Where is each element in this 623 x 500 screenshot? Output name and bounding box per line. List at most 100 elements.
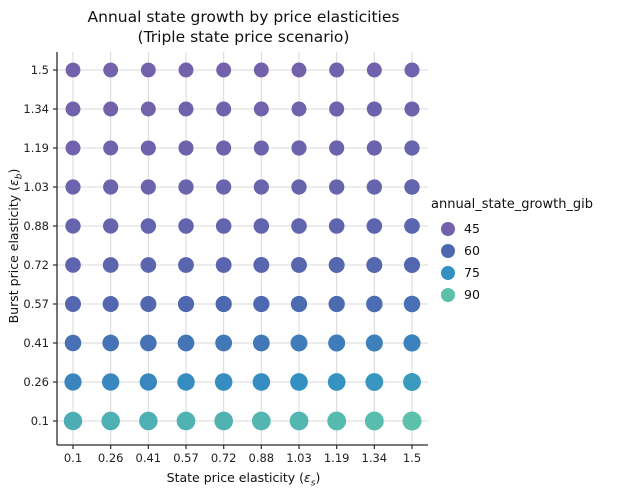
x-axis-title-text: State price elasticity ( bbox=[166, 470, 304, 485]
data-point bbox=[178, 62, 194, 78]
data-point bbox=[140, 179, 156, 195]
legend-items: 45 60 75 90 bbox=[431, 221, 621, 302]
data-point bbox=[178, 218, 194, 234]
data-point bbox=[291, 218, 307, 234]
legend-dot-icon bbox=[441, 243, 455, 258]
data-point bbox=[404, 140, 420, 156]
data-point bbox=[214, 411, 233, 431]
data-point bbox=[103, 62, 119, 78]
data-point bbox=[328, 179, 345, 195]
data-point bbox=[176, 411, 196, 431]
x-tick-label: 0.72 bbox=[211, 451, 237, 465]
data-point bbox=[328, 334, 346, 352]
data-point bbox=[140, 101, 156, 117]
y-tick-label: 0.88 bbox=[23, 219, 49, 233]
data-point bbox=[328, 295, 345, 313]
data-point bbox=[215, 257, 232, 273]
data-point bbox=[327, 411, 347, 431]
data-point bbox=[366, 101, 382, 117]
data-point bbox=[329, 140, 345, 156]
y-tick-label: 1.03 bbox=[23, 180, 49, 194]
data-point bbox=[252, 334, 270, 352]
data-point bbox=[364, 411, 384, 431]
chart-title-line1: Annual state growth by price elasticitie… bbox=[87, 8, 400, 26]
data-point bbox=[140, 295, 157, 313]
data-point bbox=[216, 62, 232, 78]
data-point bbox=[365, 373, 384, 391]
data-point bbox=[403, 295, 421, 313]
legend-item: 60 bbox=[441, 243, 621, 258]
data-point bbox=[140, 140, 156, 156]
data-point bbox=[177, 334, 195, 352]
data-point bbox=[366, 62, 382, 78]
x-tick-label: 0.41 bbox=[136, 451, 162, 465]
data-point bbox=[253, 62, 269, 78]
legend-item: 90 bbox=[441, 287, 621, 302]
data-point bbox=[178, 179, 194, 195]
data-point bbox=[65, 218, 81, 234]
data-point bbox=[404, 62, 420, 78]
y-tick-label: 0.1 bbox=[31, 414, 49, 428]
data-point bbox=[103, 101, 119, 117]
data-point bbox=[178, 140, 194, 156]
y-tick-label: 0.41 bbox=[23, 336, 49, 350]
data-point bbox=[102, 295, 119, 313]
data-point bbox=[216, 140, 232, 156]
data-point bbox=[102, 218, 119, 234]
data-point bbox=[366, 140, 382, 156]
data-point bbox=[214, 373, 233, 391]
data-point bbox=[253, 295, 270, 313]
data-point bbox=[403, 373, 421, 391]
epsilon-symbol: ε bbox=[5, 179, 21, 187]
data-point bbox=[329, 62, 345, 78]
data-point bbox=[403, 256, 421, 274]
data-point bbox=[327, 373, 346, 391]
y-axis-title-close: ) bbox=[5, 168, 21, 174]
data-point bbox=[139, 373, 158, 391]
legend-item: 75 bbox=[441, 265, 621, 280]
x-tick-label: 1.19 bbox=[324, 451, 350, 465]
data-point bbox=[215, 295, 232, 313]
chart-title-line2: (Triple state price scenario) bbox=[137, 28, 350, 46]
data-point bbox=[366, 179, 383, 195]
data-point bbox=[291, 257, 307, 273]
data-point bbox=[63, 411, 83, 431]
data-point bbox=[403, 334, 421, 352]
data-point bbox=[328, 257, 345, 273]
data-point bbox=[215, 218, 232, 234]
data-point bbox=[178, 101, 194, 117]
data-point bbox=[177, 295, 195, 313]
data-point bbox=[139, 411, 158, 431]
data-point bbox=[290, 373, 308, 391]
data-point bbox=[253, 179, 269, 195]
x-tick-label: 0.26 bbox=[98, 451, 124, 465]
data-point bbox=[253, 101, 269, 117]
data-point bbox=[251, 411, 271, 431]
data-point bbox=[140, 334, 157, 352]
y-tick-label: 0.57 bbox=[23, 297, 49, 311]
data-point bbox=[65, 62, 81, 78]
x-axis-title-close: ) bbox=[315, 470, 321, 485]
data-point bbox=[253, 218, 270, 234]
data-point bbox=[103, 179, 119, 195]
legend-item: 45 bbox=[441, 221, 621, 236]
data-point bbox=[252, 373, 271, 391]
data-point bbox=[291, 62, 307, 78]
data-point bbox=[366, 218, 383, 234]
data-point bbox=[253, 140, 269, 156]
data-point bbox=[404, 101, 420, 117]
data-point bbox=[289, 411, 309, 431]
data-point bbox=[102, 257, 119, 273]
y-axis-title: Burst price elasticity (εb) bbox=[6, 169, 25, 324]
data-point bbox=[65, 179, 81, 195]
x-tick-label: 0.57 bbox=[173, 451, 199, 465]
x-tick-label: 1.5 bbox=[403, 451, 421, 465]
x-axis-subscript: s bbox=[310, 478, 316, 489]
y-tick-label: 0.26 bbox=[23, 375, 49, 389]
data-point bbox=[216, 179, 232, 195]
y-tick-label: 0.72 bbox=[23, 258, 49, 272]
data-point bbox=[216, 101, 232, 117]
data-point bbox=[366, 257, 383, 273]
